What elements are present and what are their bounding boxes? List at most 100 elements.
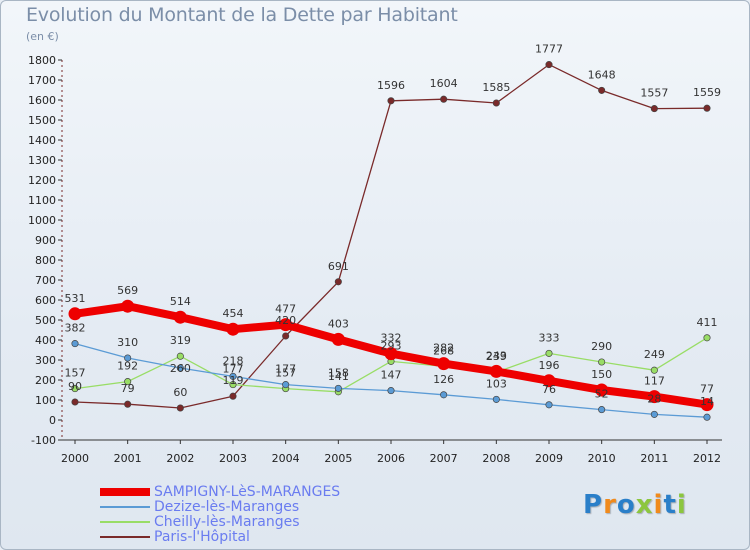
y-tick-label: 900 <box>35 234 56 247</box>
legend-label-dezize: Dezize-lès-Maranges <box>154 499 300 515</box>
data-point-1 <box>124 354 132 362</box>
data-point-3 <box>229 392 237 400</box>
data-label-2: 157 <box>65 367 86 380</box>
x-tick-label: 2009 <box>535 452 563 465</box>
logo-letter: P <box>583 490 604 520</box>
data-label-0: 531 <box>65 292 86 305</box>
y-tick-label: 1100 <box>28 194 56 207</box>
data-label-1: 126 <box>433 373 454 386</box>
data-label-1: 177 <box>275 363 296 376</box>
data-point-3 <box>703 104 711 112</box>
y-tick-label: 200 <box>35 374 56 387</box>
data-point-1 <box>334 384 342 392</box>
data-point-0 <box>700 398 714 412</box>
y-tick-label: 300 <box>35 354 56 367</box>
data-label-3: 1557 <box>640 87 668 100</box>
data-point-1 <box>703 413 711 421</box>
y-tick-label: 1200 <box>28 174 56 187</box>
legend-item-sampigny: SAMPIGNY-LèS-MARANGES <box>100 485 430 500</box>
y-tick-label: 1000 <box>28 214 56 227</box>
legend-swatch-cheilly <box>100 521 150 523</box>
y-tick-label: 0 <box>49 414 56 427</box>
y-tick-label: 1300 <box>28 154 56 167</box>
data-label-3: 691 <box>328 260 349 273</box>
data-label-3: 90 <box>68 380 82 393</box>
data-point-0 <box>279 318 293 332</box>
data-label-3: 79 <box>121 382 135 395</box>
legend-item-dezize: Dezize-lès-Maranges <box>100 500 430 515</box>
legend-item-paris: Paris-l'Hôpital <box>100 530 430 545</box>
y-tick-label: 400 <box>35 334 56 347</box>
data-label-3: 1777 <box>535 43 563 56</box>
data-label-2: 333 <box>539 331 560 344</box>
data-label-0: 243 <box>486 349 507 362</box>
data-point-3 <box>387 97 395 105</box>
data-label-1: 147 <box>381 369 402 382</box>
data-label-0: 150 <box>591 368 612 381</box>
data-label-0: 332 <box>381 332 402 345</box>
data-label-1: 14 <box>700 395 714 408</box>
data-label-2: 268 <box>433 344 454 357</box>
data-point-0 <box>121 299 135 313</box>
logo-letter: x <box>635 490 654 520</box>
x-tick-label: 2006 <box>377 452 405 465</box>
data-point-2 <box>598 358 606 366</box>
data-point-1 <box>598 406 606 414</box>
data-point-3 <box>545 61 553 69</box>
x-tick-label: 2004 <box>272 452 300 465</box>
legend: SAMPIGNY-LèS-MARANGES Dezize-lès-Marange… <box>100 485 430 545</box>
logo-letter: t <box>663 490 677 520</box>
data-point-0 <box>331 332 345 346</box>
data-label-1: 218 <box>223 354 244 367</box>
x-tick-label: 2002 <box>166 452 194 465</box>
data-label-2: 249 <box>644 348 665 361</box>
legend-swatch-sampigny <box>100 488 150 496</box>
data-point-3 <box>71 398 79 406</box>
y-tick-label: 600 <box>35 294 56 307</box>
data-point-2 <box>545 349 553 357</box>
data-point-3 <box>282 332 290 340</box>
data-point-0 <box>542 374 556 388</box>
data-label-1: 52 <box>595 388 609 401</box>
data-point-1 <box>176 364 184 372</box>
data-label-0: 282 <box>433 342 454 355</box>
data-label-3: 1596 <box>377 79 405 92</box>
data-point-1 <box>440 391 448 399</box>
data-label-0: 196 <box>539 359 560 372</box>
data-point-0 <box>226 322 240 336</box>
x-tick-label: 2000 <box>61 452 89 465</box>
data-point-3 <box>334 278 342 286</box>
x-tick-label: 2007 <box>430 452 458 465</box>
data-point-0 <box>437 357 451 371</box>
data-label-0: 514 <box>170 295 191 308</box>
data-label-2: 293 <box>381 339 402 352</box>
data-point-0 <box>595 383 609 397</box>
data-label-1: 28 <box>647 392 661 405</box>
data-point-2 <box>703 334 711 342</box>
y-tick-label: 700 <box>35 274 56 287</box>
data-point-1 <box>387 387 395 395</box>
data-point-2 <box>229 381 237 389</box>
legend-label-paris: Paris-l'Hôpital <box>154 529 250 545</box>
data-label-0: 403 <box>328 317 349 330</box>
y-tick-label: 1700 <box>28 74 56 87</box>
data-label-1: 158 <box>328 366 349 379</box>
data-point-0 <box>68 307 82 321</box>
data-label-2: 239 <box>486 350 507 363</box>
data-point-3 <box>176 404 184 412</box>
x-tick-label: 2012 <box>693 452 721 465</box>
y-tick-label: 1500 <box>28 114 56 127</box>
y-tick-label: 1400 <box>28 134 56 147</box>
x-tick-label: 2011 <box>640 452 668 465</box>
x-tick-label: 2001 <box>114 452 142 465</box>
data-label-2: 177 <box>223 363 244 376</box>
data-point-1 <box>545 401 553 409</box>
y-tick-label: 500 <box>35 314 56 327</box>
data-point-3 <box>650 105 658 113</box>
legend-swatch-dezize <box>100 506 150 508</box>
data-point-3 <box>492 99 500 107</box>
data-point-0 <box>489 364 503 378</box>
x-tick-label: 2005 <box>324 452 352 465</box>
data-label-2: 192 <box>117 360 138 373</box>
